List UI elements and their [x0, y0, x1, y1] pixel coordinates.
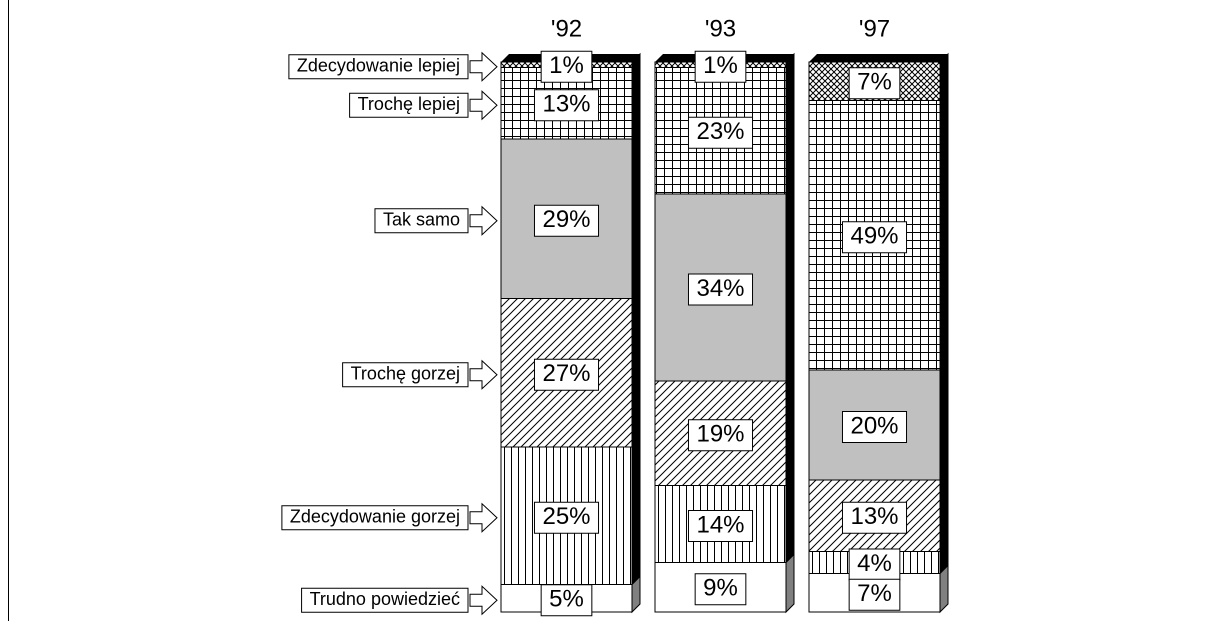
value-label-box	[694, 573, 747, 606]
value-label: 14%	[696, 511, 744, 538]
value-label-box	[687, 510, 754, 542]
value-label: 49%	[850, 223, 898, 250]
bar-side	[785, 184, 795, 383]
legend-label-box	[301, 587, 469, 613]
bar-side	[785, 553, 795, 614]
legend-arrow	[469, 205, 498, 236]
value-label: 7%	[857, 580, 892, 607]
value-label-box	[687, 273, 754, 306]
value-label: 19%	[696, 421, 744, 448]
category-label: '93	[705, 15, 736, 42]
value-label: 1%	[703, 52, 738, 79]
value-label: 34%	[696, 275, 744, 302]
legend-label-box	[374, 208, 469, 234]
category-label: '97	[859, 15, 890, 42]
value-label-box	[540, 50, 593, 83]
legend-arrow	[469, 359, 498, 390]
value-label-box	[841, 501, 908, 534]
value-label-box	[841, 411, 908, 443]
value-label-box	[540, 584, 593, 617]
value-label: 27%	[542, 360, 590, 387]
bar-side	[939, 564, 949, 614]
value-label: 4%	[857, 550, 892, 577]
value-label-box	[848, 578, 901, 611]
value-label-box	[848, 548, 901, 581]
value-label-box	[687, 116, 754, 149]
category-label: '92	[551, 15, 582, 42]
value-label: 9%	[703, 575, 738, 602]
legend-label: Trochę gorzej	[351, 364, 460, 384]
value-label: 20%	[850, 412, 898, 439]
bar-side	[785, 476, 795, 564]
value-label-box	[533, 204, 600, 237]
value-label-box	[687, 419, 754, 452]
value-label-box	[533, 501, 600, 534]
bar-side	[631, 437, 641, 586]
bar-side	[631, 575, 641, 614]
bar-side	[631, 289, 641, 449]
legend-arrow	[469, 51, 498, 82]
value-label: 25%	[542, 503, 590, 530]
value-label: 1%	[549, 52, 584, 79]
legend-label: Zdecydowanie gorzej	[290, 507, 460, 527]
legend-arrow	[469, 90, 498, 121]
legend-label-box	[342, 362, 469, 388]
bar-side	[785, 58, 795, 196]
bar-side	[631, 58, 641, 141]
value-label-box	[533, 358, 600, 391]
legend-label: Trochę lepiej	[358, 94, 460, 114]
bar-side	[631, 129, 641, 300]
legend-label-box	[288, 54, 469, 80]
value-label-box	[533, 89, 600, 122]
legend-label: Tak samo	[383, 210, 460, 230]
value-label: 13%	[850, 503, 898, 530]
value-label: 13%	[542, 91, 590, 118]
value-label: 7%	[857, 69, 892, 96]
legend-label-box	[349, 92, 469, 118]
legend-arrow	[469, 502, 498, 533]
value-label: 29%	[542, 206, 590, 233]
value-label-box	[848, 67, 901, 100]
legend-label-box	[281, 505, 469, 531]
value-label: 23%	[696, 118, 744, 145]
legend-arrow	[469, 585, 498, 616]
bar-side	[939, 91, 949, 372]
bar-side	[785, 371, 795, 487]
value-label: 5%	[549, 586, 584, 613]
bar-top	[809, 54, 948, 62]
value-label-box	[841, 221, 908, 254]
legend-label: Zdecydowanie lepiej	[297, 56, 460, 76]
value-label-box	[694, 50, 747, 83]
bar-side	[939, 360, 949, 482]
legend-label: Trudno powiedzieć	[310, 589, 460, 609]
bar-side	[939, 470, 949, 553]
